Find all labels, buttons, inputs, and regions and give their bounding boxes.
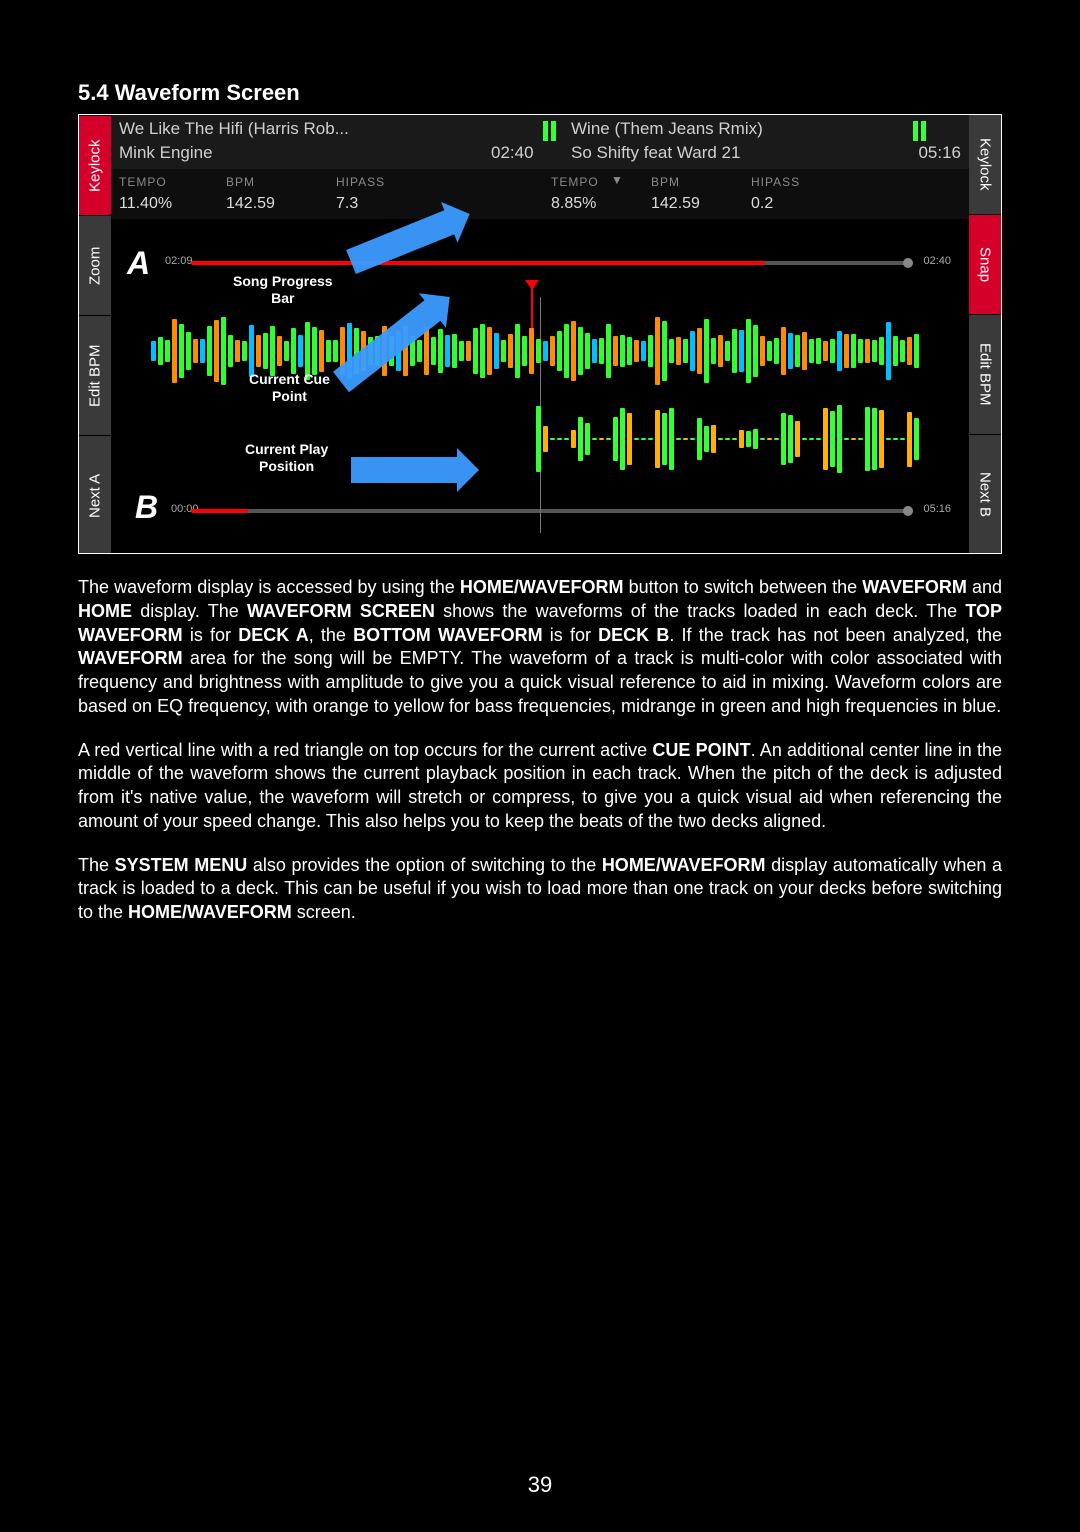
pause-icon[interactable] xyxy=(913,121,927,141)
deck-b-letter: B xyxy=(135,489,158,526)
deck-a-hipass: 7.3 xyxy=(336,195,358,213)
anno-progress: Song ProgressBar xyxy=(229,271,337,309)
deck-b-artist: So Shifty feat Ward 21 xyxy=(571,143,740,163)
deck-header: We Like The Hifi (Harris Rob... Mink Eng… xyxy=(111,115,969,169)
label-bpm: BPM xyxy=(226,175,255,189)
body-paragraph: The SYSTEM MENU also provides the option… xyxy=(78,854,1002,925)
label-hipass: HIPASS xyxy=(336,175,385,189)
page-number: 39 xyxy=(0,1472,1080,1498)
deck-a-prog-end: 02:40 xyxy=(923,255,951,267)
waveform-screenshot: KeylockZoomEdit BPMNext A KeylockSnapEdi… xyxy=(78,114,1002,554)
deck-a-artist: Mink Engine xyxy=(119,143,213,163)
anno-cue: Current CuePoint xyxy=(249,371,330,405)
pause-icon[interactable] xyxy=(543,121,557,141)
side-button-keylock[interactable]: Keylock xyxy=(969,115,1001,215)
body-paragraph: The waveform display is accessed by usin… xyxy=(78,576,1002,719)
left-side-buttons: KeylockZoomEdit BPMNext A xyxy=(79,115,111,553)
deck-a-progress[interactable] xyxy=(191,261,909,265)
side-button-keylock[interactable]: Keylock xyxy=(79,115,111,215)
label-tempo: TEMPO xyxy=(551,175,599,189)
deck-b-prog-end: 05:16 xyxy=(923,503,951,515)
body-paragraph: A red vertical line with a red triangle … xyxy=(78,739,1002,834)
stats-row: TEMPO BPM HIPASS 11.40% 142.59 7.3 TEMPO… xyxy=(111,169,969,219)
deck-b-hipass: 0.2 xyxy=(751,195,773,213)
deck-a-time: 02:40 xyxy=(491,143,534,163)
side-button-snap[interactable]: Snap xyxy=(969,215,1001,315)
label-hipass: HIPASS xyxy=(751,175,800,189)
deck-b-title: Wine (Them Jeans Rmix) xyxy=(571,119,763,139)
right-side-buttons: KeylockSnapEdit BPMNext B xyxy=(969,115,1001,553)
deck-a-letter: A xyxy=(127,245,150,282)
arrow-icon xyxy=(351,457,461,483)
deck-a-bpm: 142.59 xyxy=(226,195,275,213)
side-button-next-a[interactable]: Next A xyxy=(79,435,111,554)
deck-a-tempo: 11.40% xyxy=(119,195,172,213)
deck-b-tempo: 8.85% xyxy=(551,195,596,213)
anno-play: Current PlayPosition xyxy=(245,441,328,475)
waveform-area: A B 02:09 02:40 00:00 05:16 xyxy=(111,219,969,553)
label-tempo: TEMPO xyxy=(119,175,167,189)
body-text: The waveform display is accessed by usin… xyxy=(78,576,1002,925)
deck-a-prog-start: 02:09 xyxy=(165,255,193,267)
side-button-next-b[interactable]: Next B xyxy=(969,435,1001,554)
section-title: 5.4 Waveform Screen xyxy=(78,80,1002,106)
side-button-edit-bpm[interactable]: Edit BPM xyxy=(969,315,1001,435)
deck-b-time: 05:16 xyxy=(918,143,961,163)
deck-b-bpm: 142.59 xyxy=(651,195,700,213)
deck-b-progress[interactable] xyxy=(191,509,909,513)
chevron-down-icon: ▼ xyxy=(611,173,623,187)
deck-a-title: We Like The Hifi (Harris Rob... xyxy=(119,119,349,139)
side-button-edit-bpm[interactable]: Edit BPM xyxy=(79,315,111,435)
label-bpm: BPM xyxy=(651,175,680,189)
side-button-zoom[interactable]: Zoom xyxy=(79,215,111,315)
